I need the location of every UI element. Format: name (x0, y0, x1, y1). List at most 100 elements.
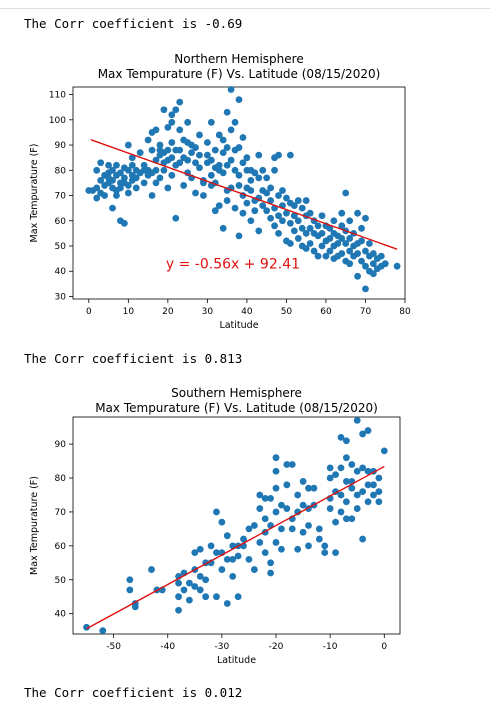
data-point (337, 491, 345, 499)
x-tick-label: 50 (281, 307, 293, 317)
data-point (362, 285, 369, 293)
data-point (175, 579, 182, 587)
data-point (132, 174, 140, 182)
data-point (286, 240, 294, 247)
regression-line (90, 139, 398, 250)
previous-cell-edge (0, 0, 490, 9)
data-point (302, 197, 310, 204)
data-point (168, 139, 176, 146)
y-axis-label: Max Tempurature (F) (29, 144, 40, 243)
y-tick-label: 50 (55, 576, 67, 586)
data-point (203, 139, 211, 146)
data-point (251, 207, 259, 215)
data-point (202, 593, 210, 601)
data-point (239, 209, 247, 217)
data-point (184, 118, 192, 126)
data-point (283, 481, 291, 489)
data-point (358, 257, 365, 265)
data-point (83, 623, 90, 631)
data-point (227, 126, 235, 134)
y-tick-label: 70 (55, 192, 67, 202)
data-point (109, 166, 116, 174)
data-point (326, 474, 334, 482)
data-point (215, 202, 223, 210)
data-point (231, 204, 239, 212)
data-point (353, 416, 361, 424)
data-point (326, 224, 334, 232)
data-point (370, 481, 377, 489)
data-point (234, 593, 242, 601)
data-point (267, 197, 275, 204)
data-point (200, 192, 207, 199)
data-point (259, 166, 267, 174)
data-point (148, 566, 155, 573)
data-point (234, 552, 242, 560)
data-point (93, 166, 101, 174)
data-point (93, 194, 101, 202)
data-point (306, 209, 314, 217)
data-point (211, 207, 219, 215)
data-point (326, 247, 334, 255)
data-point (156, 141, 164, 149)
data-point (326, 505, 334, 512)
data-point (172, 106, 180, 114)
data-point (176, 146, 184, 154)
x-axis-label: Latitude (219, 320, 258, 331)
data-point (223, 197, 231, 204)
data-point (191, 583, 199, 590)
data-point (310, 247, 318, 255)
data-point (227, 86, 235, 93)
data-point (144, 136, 152, 144)
data-point (175, 606, 182, 614)
x-axis-label: Latitude (217, 655, 256, 666)
data-point (101, 192, 109, 199)
data-point (375, 488, 383, 495)
data-point (99, 627, 107, 635)
data-point (231, 118, 239, 126)
data-point (359, 535, 367, 543)
data-point (207, 542, 215, 550)
data-point (196, 151, 203, 159)
y-tick-label: 40 (55, 267, 67, 277)
data-point (243, 199, 251, 207)
data-point (294, 508, 302, 516)
data-point (290, 227, 298, 235)
data-point (109, 176, 116, 184)
data-point (124, 189, 132, 197)
data-point (337, 464, 345, 472)
y-tick-label: 100 (49, 116, 66, 126)
data-point (279, 217, 286, 225)
data-point (322, 252, 330, 260)
data-point (393, 262, 401, 270)
data-point (192, 189, 199, 197)
data-point (245, 525, 253, 533)
data-point (172, 214, 180, 222)
data-point (117, 169, 124, 177)
data-point (348, 484, 356, 492)
data-point (168, 111, 176, 119)
data-point (255, 174, 263, 182)
data-point (247, 217, 255, 225)
data-point (113, 192, 120, 199)
data-point (256, 505, 264, 512)
data-point (196, 545, 204, 553)
x-tick-label: -40 (160, 642, 175, 652)
data-point (196, 586, 204, 594)
data-point (235, 232, 243, 240)
data-point (314, 252, 322, 260)
data-point (272, 508, 280, 516)
data-point (124, 182, 132, 189)
data-point (272, 539, 280, 546)
data-point (120, 219, 128, 227)
data-point (294, 491, 302, 499)
data-point (275, 229, 282, 237)
data-point (124, 166, 132, 174)
data-point (364, 481, 372, 489)
y-tick-label: 90 (55, 141, 67, 151)
regression-equation-label: y = -0.56x + 92.41 (166, 257, 300, 273)
data-point (229, 572, 237, 580)
data-point (353, 491, 361, 499)
data-point (343, 454, 350, 462)
data-point (318, 229, 326, 237)
